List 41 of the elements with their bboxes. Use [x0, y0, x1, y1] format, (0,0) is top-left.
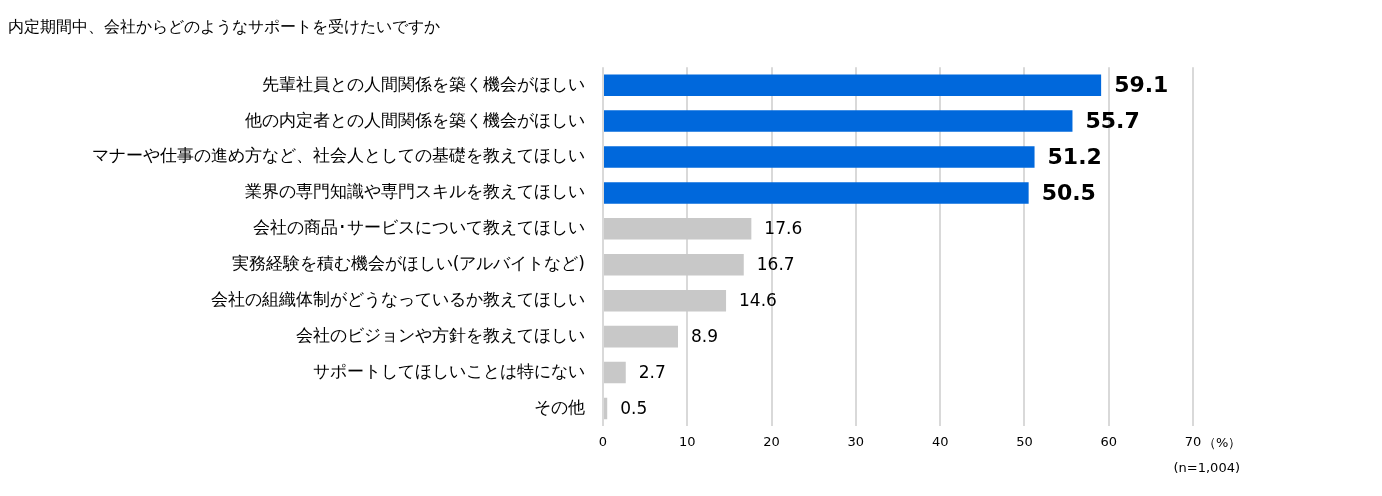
x-tick-label: 0: [598, 433, 608, 449]
data-label: 16.7: [756, 254, 795, 275]
y-tick-label: 先輩社員との人間関係を築く機会がほしい: [262, 73, 585, 94]
data-label: 59.1: [1114, 71, 1169, 97]
y-tick-label: 会社の商品･サービスについて教えてほしい: [253, 217, 585, 238]
text: (n=1,004): [1173, 459, 1240, 475]
bar: [604, 110, 1073, 132]
bar: [604, 182, 1029, 204]
y-tick-label: マナーや仕事の進め方など、社会人としての基礎を教えてほしい: [92, 145, 585, 166]
bar: [604, 397, 608, 420]
bar: [604, 325, 679, 348]
data-label: 51.2: [1047, 143, 1102, 169]
data-label: 0.5: [620, 397, 648, 418]
data-label: 50.5: [1041, 179, 1096, 205]
data-label: 2.7: [638, 361, 666, 382]
x-tick-label: 40: [931, 433, 949, 449]
x-axis-title: （%）: [1203, 434, 1242, 450]
bar: [604, 74, 1102, 96]
bar: [604, 218, 752, 240]
y-tick-label: サポートしてほしいことは特にない: [313, 360, 585, 381]
y-tick-label: その他: [534, 396, 585, 417]
x-tick-label: 30: [847, 433, 865, 449]
data-label: 14.6: [739, 290, 777, 311]
x-tick-label: 50: [1016, 433, 1033, 449]
x-tick-label: 70: [1184, 433, 1202, 449]
data-label: 55.7: [1085, 107, 1140, 133]
x-tick-label: 10: [679, 433, 696, 449]
x-tick-label: 20: [763, 433, 780, 449]
bar: [604, 253, 744, 276]
y-tick-label: 会社のビジョンや方針を教えてほしい: [296, 325, 585, 346]
bar: [604, 361, 626, 384]
bar: [604, 289, 727, 312]
y-tick-label: 会社の組織体制がどうなっているか教えてほしい: [211, 289, 585, 310]
text: 内定期間中、会社からどのようなサポートを受けたいですか: [8, 16, 440, 36]
bar: [604, 146, 1035, 168]
data-label: 17.6: [764, 218, 803, 239]
x-tick-label: 60: [1100, 433, 1117, 449]
y-tick-label: 実務経験を積む機会がほしい(アルバイトなど): [231, 253, 585, 274]
y-tick-label: 業界の専門知識や専門スキルを教えてほしい: [245, 181, 585, 202]
data-label: 8.9: [691, 326, 719, 347]
y-tick-label: 他の内定者との人間関係を築く機会がほしい: [245, 109, 585, 130]
